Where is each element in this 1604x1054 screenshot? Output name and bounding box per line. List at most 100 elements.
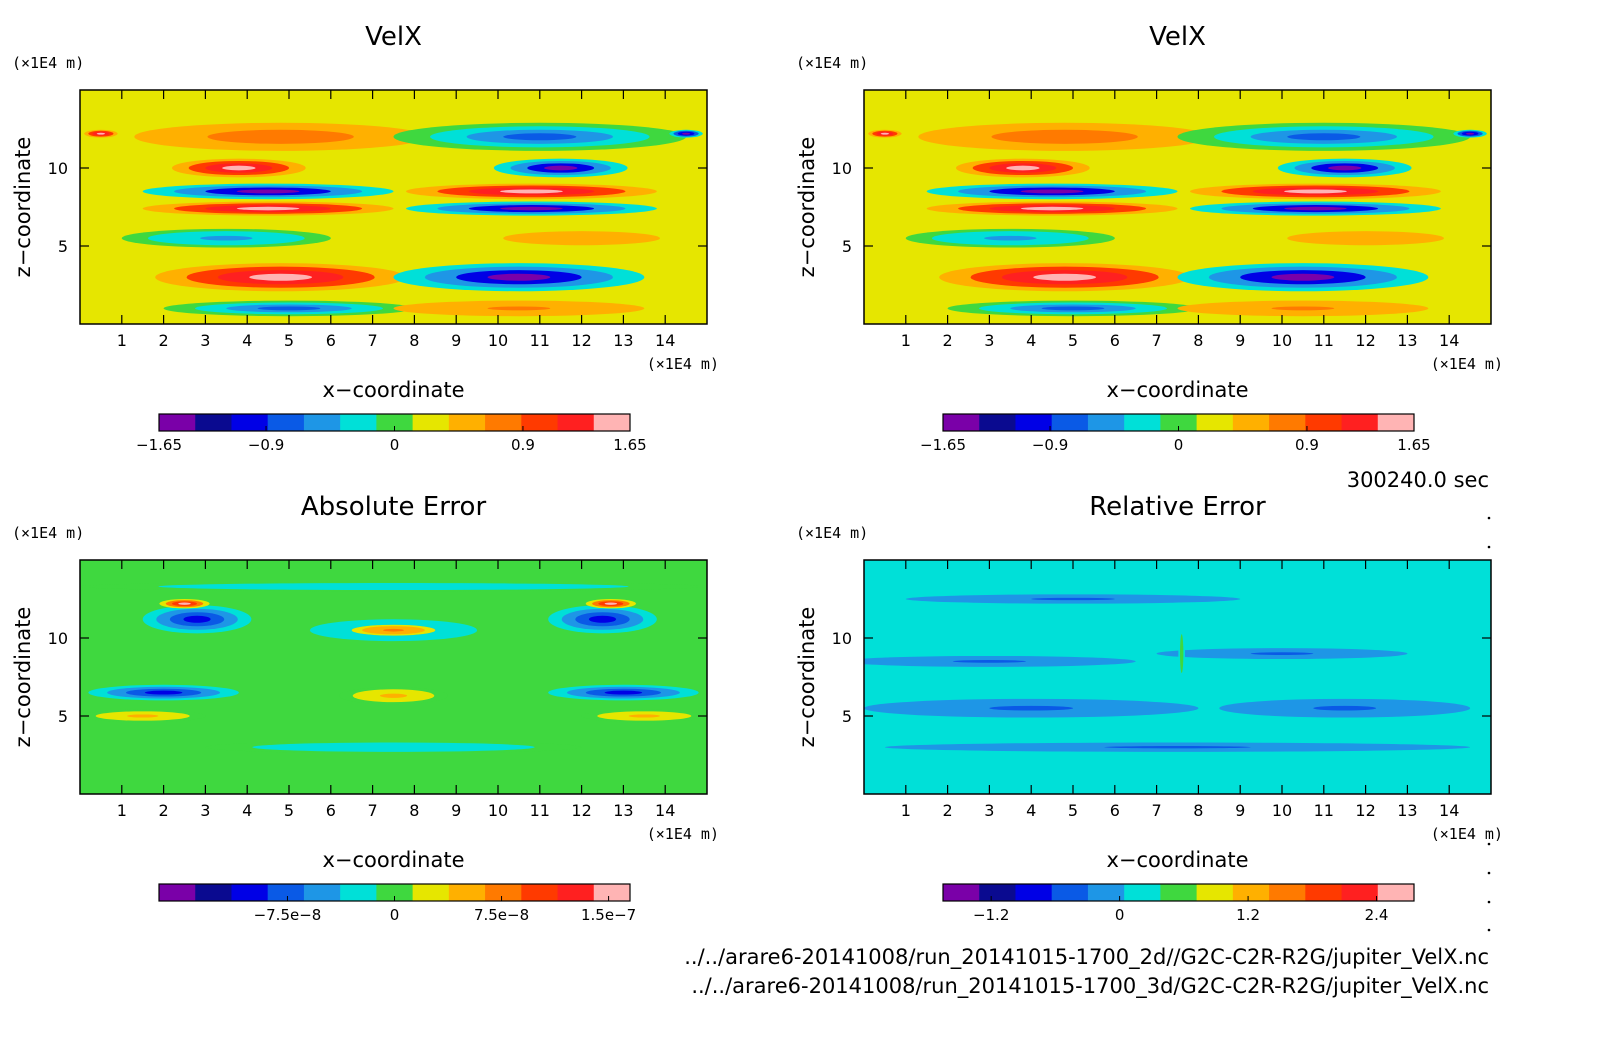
x-tick-label: 6	[326, 331, 336, 350]
colorbar-swatch	[1269, 884, 1306, 901]
chart-title: VelX	[365, 22, 422, 52]
heatmap-cell	[628, 714, 660, 718]
x-tick-label: 1	[901, 331, 911, 350]
x-tick-label: 13	[1397, 801, 1417, 820]
heatmap-cell	[1327, 165, 1362, 171]
heatmap-cell	[1271, 273, 1335, 281]
heatmap-cell	[1284, 206, 1347, 211]
colorbar-swatch	[1015, 884, 1053, 901]
y-unit-label: (×1E4 m)	[796, 54, 868, 72]
x-tick-label: 9	[451, 801, 461, 820]
x-tick-label: 1	[117, 801, 127, 820]
heatmap-cell	[379, 693, 408, 698]
x-tick-label: 11	[530, 331, 550, 350]
heatmap-cell	[127, 714, 159, 718]
heatmap-cell	[1465, 132, 1475, 135]
margin-dot	[1487, 516, 1491, 520]
x-tick-label: 13	[613, 801, 633, 820]
colorbar-swatch	[231, 884, 269, 901]
heatmap-cell	[236, 206, 300, 211]
y-tick-label: 10	[48, 159, 68, 178]
colorbar-tick-label: −1.2	[973, 906, 1009, 924]
y-tick-label: 10	[832, 629, 852, 648]
colorbar-swatch	[1124, 884, 1161, 901]
x-tick-label: 10	[1272, 801, 1292, 820]
colorbar-tick-label: 0.9	[1295, 436, 1319, 454]
x-tick-label: 5	[284, 331, 294, 350]
colorbar-swatch	[195, 884, 232, 901]
x-tick-label: 9	[451, 331, 461, 350]
x-tick-label: 12	[571, 801, 591, 820]
colorbar-swatch	[1305, 414, 1343, 431]
colorbar-swatch	[1377, 414, 1415, 431]
source-file-path: ../../arare6-20141008/run_20141015-1700_…	[691, 974, 1489, 999]
heatmap-cell	[346, 745, 441, 749]
heatmap-cell	[183, 615, 211, 623]
y-tick-label: 10	[48, 629, 68, 648]
heatmap-cell	[487, 273, 551, 281]
timestamp-label: 300240.0 sec	[1347, 468, 1489, 492]
heatmap-cell	[555, 235, 608, 241]
colorbar-swatch	[159, 414, 196, 431]
colorbar-swatch	[485, 414, 522, 431]
chart-title: Absolute Error	[301, 492, 487, 522]
heatmap-cell	[604, 602, 618, 605]
colorbar: −1.65 −0.9 0 0.9 1.65	[920, 413, 1431, 454]
colorbar-tick-label: 1.2	[1236, 906, 1260, 924]
colorbar-tick-label: 2.4	[1365, 906, 1389, 924]
x-tick-label: 9	[1235, 801, 1245, 820]
x-tick-label: 5	[1068, 331, 1078, 350]
colorbar-swatch	[448, 414, 486, 431]
x-tick-label: 9	[1235, 331, 1245, 350]
x-tick-label: 4	[242, 331, 252, 350]
heatmap-field	[864, 90, 1491, 324]
x-axis-label: x−coordinate	[322, 378, 464, 402]
x-tick-label: 7	[368, 801, 378, 820]
colorbar-frame	[942, 883, 1415, 902]
y-axis-label: z−coordinate	[795, 137, 819, 278]
y-axis-label: z−coordinate	[11, 137, 35, 278]
x-tick-label: 14	[1439, 801, 1459, 820]
x-tick-label: 12	[1355, 801, 1375, 820]
colorbar-swatch	[521, 414, 559, 431]
x-tick-label: 10	[488, 331, 508, 350]
heatmap-cell	[500, 206, 563, 211]
heatmap-cell	[989, 705, 1073, 711]
x-tick-label: 13	[613, 331, 633, 350]
x-unit-label: (×1E4 m)	[647, 355, 719, 373]
panel-4: Relative Error (×1E4 m) (×1E4 m) x−coordina…	[795, 492, 1503, 924]
heatmap-cell	[315, 585, 472, 588]
colorbar-tick-label: 0	[390, 436, 400, 454]
x-tick-label: 2	[159, 331, 169, 350]
x-tick-label: 12	[571, 331, 591, 350]
colorbar-swatch	[1087, 414, 1125, 431]
colorbar-swatch	[195, 414, 232, 431]
heatmap-cell	[1250, 652, 1314, 655]
x-tick-label: 12	[1355, 331, 1375, 350]
x-tick-label: 1	[117, 331, 127, 350]
heatmap-cell	[503, 133, 577, 141]
heatmap-cell	[984, 235, 1037, 241]
colorbar-tick-label: 1.65	[1397, 436, 1430, 454]
plot-frame	[863, 559, 1492, 795]
x-tick-label: 4	[1026, 801, 1036, 820]
colorbar-tick-label: 0	[1115, 906, 1125, 924]
y-tick-label: 5	[842, 237, 852, 256]
heatmap-cell	[1033, 273, 1096, 281]
x-tick-label: 6	[326, 801, 336, 820]
y-tick-label: 5	[842, 707, 852, 726]
colorbar-tick-label: −0.9	[248, 436, 284, 454]
colorbar-swatch	[1051, 884, 1089, 901]
x-tick-label: 4	[242, 801, 252, 820]
colorbar-swatch	[593, 414, 631, 431]
margin-dot	[1487, 928, 1491, 932]
colorbar-swatch	[267, 414, 305, 431]
heatmap-cell	[1031, 597, 1115, 601]
heatmap-cell	[1313, 705, 1377, 711]
x-unit-label: (×1E4 m)	[1431, 825, 1503, 843]
x-tick-label: 8	[1193, 801, 1203, 820]
x-tick-label: 2	[159, 801, 169, 820]
heatmap-cell	[257, 306, 321, 311]
colorbar-swatch	[412, 884, 450, 901]
margin-dot	[1487, 842, 1491, 846]
